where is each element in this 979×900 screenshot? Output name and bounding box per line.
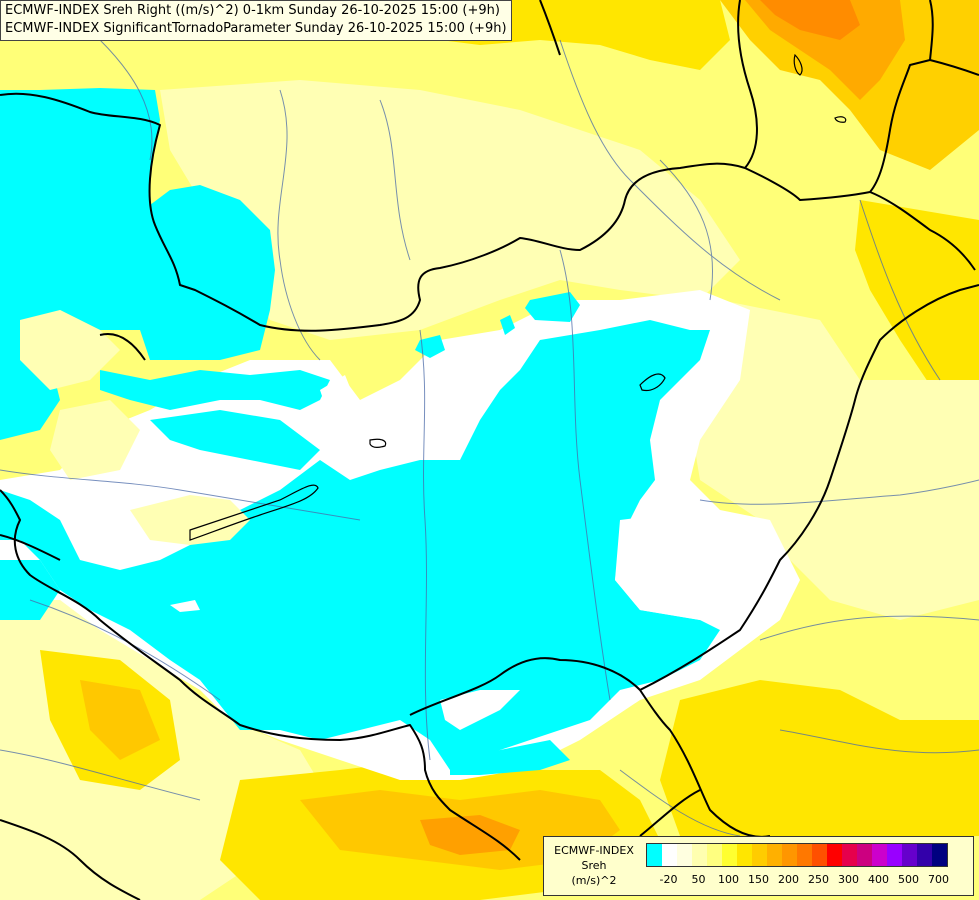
- pale-zone-east: [690, 300, 979, 620]
- white-pocket-2: [440, 690, 520, 730]
- cyan-island-south: [450, 740, 570, 775]
- pale-pocket-w: [50, 400, 140, 480]
- legend-swatch: [932, 844, 947, 866]
- cyan-region-west-3: [150, 410, 320, 470]
- legend-swatches: [646, 843, 948, 867]
- legend-swatch: [677, 844, 692, 866]
- legend-tick-label: 50: [691, 873, 706, 886]
- legend-tick-label: 300: [838, 873, 859, 886]
- legend-label-line-3: (m/s)^2: [571, 874, 617, 887]
- legend-swatch: [842, 844, 857, 866]
- white-pocket-4: [615, 510, 770, 620]
- map-title-box: ECMWF-INDEX Sreh Right ((m/s)^2) 0-1km S…: [0, 0, 512, 41]
- lake-outlines: [189, 53, 847, 541]
- legend-tick-label: 100: [718, 873, 739, 886]
- legend-swatch: [812, 844, 827, 866]
- white-pocket-1: [320, 375, 355, 410]
- legend-tick-label: 400: [868, 873, 889, 886]
- legend-tick-label: 250: [808, 873, 829, 886]
- legend-swatch: [872, 844, 887, 866]
- legend-label: ECMWF-INDEX Sreh (m/s)^2: [544, 843, 644, 888]
- legend-label-line-2: Sreh: [581, 859, 607, 872]
- white-pocket-5: [60, 500, 140, 560]
- legend-swatch: [797, 844, 812, 866]
- legend-swatch: [647, 844, 662, 866]
- legend-ticks: -20 50 100 150 200 250 300 400 500 700: [646, 873, 968, 889]
- legend-swatch: [692, 844, 707, 866]
- cyan-region-west: [0, 88, 275, 440]
- legend-swatch: [722, 844, 737, 866]
- legend-tick-label: -20: [659, 873, 678, 886]
- legend-swatch: [752, 844, 767, 866]
- cyan-region-west-2: [100, 370, 330, 410]
- white-pocket-3: [170, 600, 200, 612]
- legend-swatch: [707, 844, 722, 866]
- legend-swatch: [827, 844, 842, 866]
- orange-center-northeast: [760, 0, 860, 40]
- gold-zone-southeast: [660, 680, 979, 836]
- legend-swatch: [662, 844, 677, 866]
- pale-zone-north: [160, 80, 740, 340]
- orange-zone-south: [420, 815, 520, 855]
- legend-tick-label: 150: [748, 873, 769, 886]
- legend-swatch: [767, 844, 782, 866]
- cyan-island-1: [525, 292, 580, 322]
- legend-swatch: [902, 844, 917, 866]
- pale-pocket-nw: [20, 310, 120, 390]
- cyan-island-3: [500, 315, 515, 335]
- legend-tick-label: 700: [928, 873, 949, 886]
- legend-tick-label: 500: [898, 873, 919, 886]
- legend-swatch: [917, 844, 932, 866]
- amber-zone-southwest: [80, 680, 160, 760]
- title-line-1: ECMWF-INDEX Sreh Right ((m/s)^2) 0-1km S…: [5, 3, 500, 18]
- pale-pocket-west: [130, 495, 250, 545]
- rivers: [0, 39, 979, 837]
- colorbar-legend: ECMWF-INDEX Sreh (m/s)^2 -20 50 100 150 200 2…: [543, 836, 974, 896]
- legend-swatch: [857, 844, 872, 866]
- legend-label-line-1: ECMWF-INDEX: [554, 844, 634, 857]
- legend-swatch: [887, 844, 902, 866]
- title-line-2: ECMWF-INDEX SignificantTornadoParameter …: [5, 21, 507, 36]
- legend-swatch: [737, 844, 752, 866]
- legend-tick-label: 200: [778, 873, 799, 886]
- legend-swatch: [782, 844, 797, 866]
- orange-core-northeast: [745, 0, 905, 100]
